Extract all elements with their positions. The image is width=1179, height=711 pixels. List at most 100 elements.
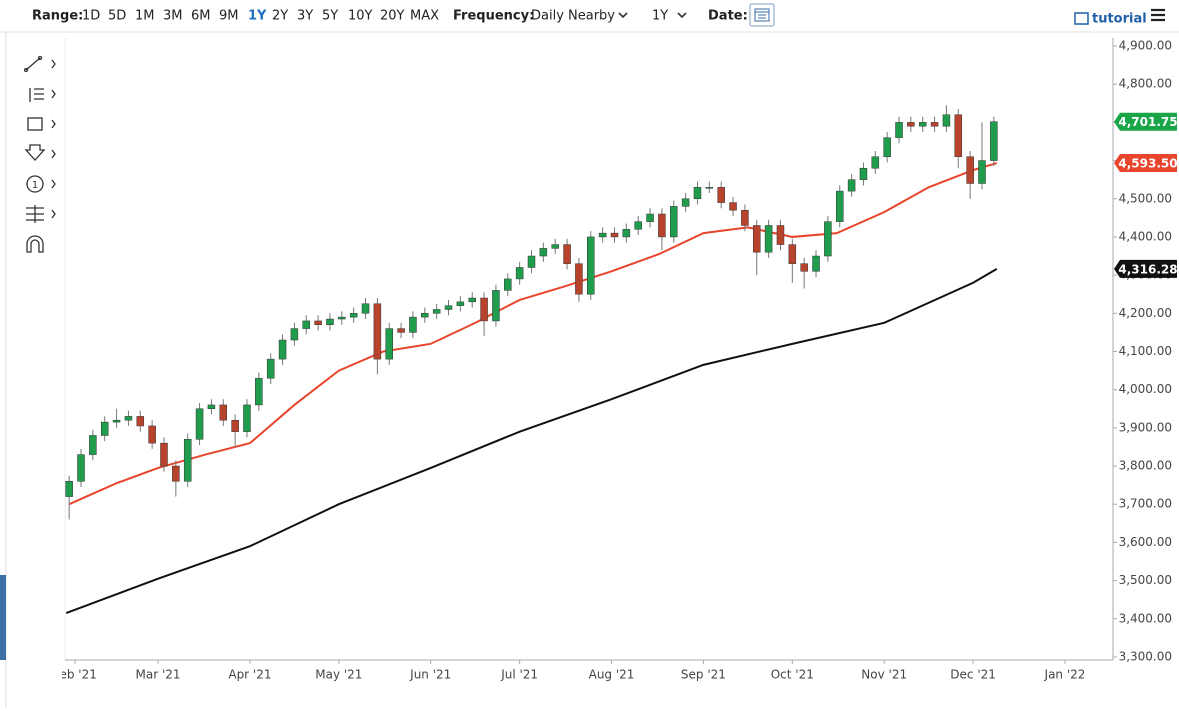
price-tag	[1114, 112, 1177, 131]
candle-body	[824, 221, 832, 257]
drawing-tools[interactable]	[23, 55, 56, 253]
candle-body	[883, 137, 891, 157]
y-tick-label: 3,800.00	[1119, 459, 1172, 473]
candle-body	[444, 305, 453, 310]
candle-body	[338, 316, 346, 320]
range-button[interactable]: 1M	[135, 9, 155, 24]
candle-body	[278, 339, 287, 360]
range-button[interactable]: 3Y	[297, 9, 313, 24]
range-button[interactable]: 10Y	[348, 9, 373, 24]
calendar-icon	[754, 8, 770, 22]
candle-body	[207, 404, 216, 410]
candle-body	[658, 213, 666, 238]
tool-fib[interactable]	[29, 88, 44, 102]
price-tag-label: 4,701.75	[1118, 115, 1177, 129]
moving-average-line	[68, 162, 998, 506]
range-button[interactable]: 6M	[191, 9, 211, 24]
period-select[interactable]: 1Y	[652, 9, 668, 24]
range-button[interactable]: MAX	[410, 9, 439, 24]
candle-body	[136, 416, 145, 427]
candle-body	[255, 377, 263, 406]
candle-body	[587, 236, 595, 295]
y-tick-label: 3,700.00	[1119, 497, 1172, 511]
candle-body	[373, 303, 382, 360]
candle-body	[966, 156, 974, 184]
frequency-select[interactable]: Daily Nearby	[531, 9, 615, 24]
range-label: Range:	[32, 9, 83, 24]
range-button[interactable]: 1D	[82, 9, 100, 24]
candle-body	[231, 419, 239, 432]
price-tag-label: 4,593.50	[1118, 157, 1177, 171]
tool-measure[interactable]	[26, 205, 44, 223]
x-tick-label: Jan '22	[1044, 668, 1086, 682]
range-button[interactable]: 3M	[163, 9, 183, 24]
candle-body	[492, 290, 500, 322]
tool-line[interactable]	[25, 57, 41, 71]
candle-body	[788, 244, 797, 264]
x-tick-label: Mar '21	[136, 668, 181, 682]
candle-body	[670, 206, 678, 238]
candle-body	[456, 301, 465, 306]
candle-body	[800, 263, 808, 272]
tool-magnet[interactable]	[26, 235, 44, 253]
y-tick-label: 4,500.00	[1119, 191, 1172, 205]
candle-body	[160, 442, 168, 467]
candle-body	[954, 114, 963, 157]
calendar-grid	[755, 11, 769, 19]
candle-body	[812, 255, 820, 272]
candle-body	[349, 313, 358, 318]
candle-body	[930, 122, 939, 127]
candle-body	[314, 320, 322, 326]
candle-body	[835, 190, 844, 222]
candle-body	[266, 358, 275, 379]
candle-body	[409, 316, 417, 333]
y-tick-label: 3,600.00	[1119, 535, 1172, 549]
tool-annotation[interactable]	[26, 175, 44, 193]
moving-average-line	[65, 268, 998, 614]
candle-body	[504, 278, 512, 291]
range-button[interactable]: 2Y	[272, 9, 288, 24]
candle-body	[563, 244, 571, 264]
candle-body	[468, 297, 476, 303]
candle-body	[717, 187, 725, 203]
range-button[interactable]: 5D	[108, 9, 126, 24]
candle-body	[859, 167, 868, 180]
candle-body	[421, 313, 429, 318]
candle-body	[847, 179, 856, 192]
candle-body	[918, 122, 927, 127]
tool-shape[interactable]	[27, 117, 43, 131]
range-button[interactable]: 1Y	[248, 9, 267, 24]
candle-body	[990, 121, 998, 161]
tutorial-icon[interactable]	[1074, 12, 1089, 25]
side-tab	[0, 575, 6, 660]
candle-body	[100, 421, 109, 436]
x-tick-label: Jul '21	[500, 668, 538, 682]
candle-body	[243, 404, 251, 432]
candle-body	[527, 255, 536, 268]
x-axis-labels: Feb '21 Mar '21 Apr '21 May '21 Jun '21 Jul '…	[62, 668, 1086, 682]
candle-body	[681, 198, 690, 207]
range-button[interactable]: 5Y	[322, 9, 338, 24]
candle-body	[634, 221, 642, 230]
candle-body	[361, 303, 370, 314]
tool-arrow[interactable]	[24, 144, 46, 161]
price-tag	[1114, 154, 1177, 173]
candle-body	[753, 225, 761, 253]
candle-body	[764, 225, 773, 253]
y-tick-label: 3,300.00	[1119, 649, 1172, 663]
range-button[interactable]: 20Y	[380, 9, 405, 24]
candle-body	[705, 187, 714, 189]
date-label: Date:	[708, 9, 748, 24]
candle-body	[77, 454, 85, 482]
candle-body	[978, 160, 986, 184]
tutorial-link[interactable]: tutorial	[1092, 12, 1147, 27]
candle-body	[907, 122, 915, 127]
menu-icon[interactable]	[1151, 8, 1165, 22]
candle-body	[148, 425, 156, 444]
dropdown-arrows[interactable]	[618, 12, 687, 19]
x-tick-label: Jun '21	[409, 668, 451, 682]
y-tick-label: 3,500.00	[1119, 573, 1172, 587]
y-tick-label: 3,400.00	[1119, 611, 1172, 625]
y-tick-label: 4,400.00	[1119, 229, 1172, 243]
range-button[interactable]: 9M	[219, 9, 239, 24]
